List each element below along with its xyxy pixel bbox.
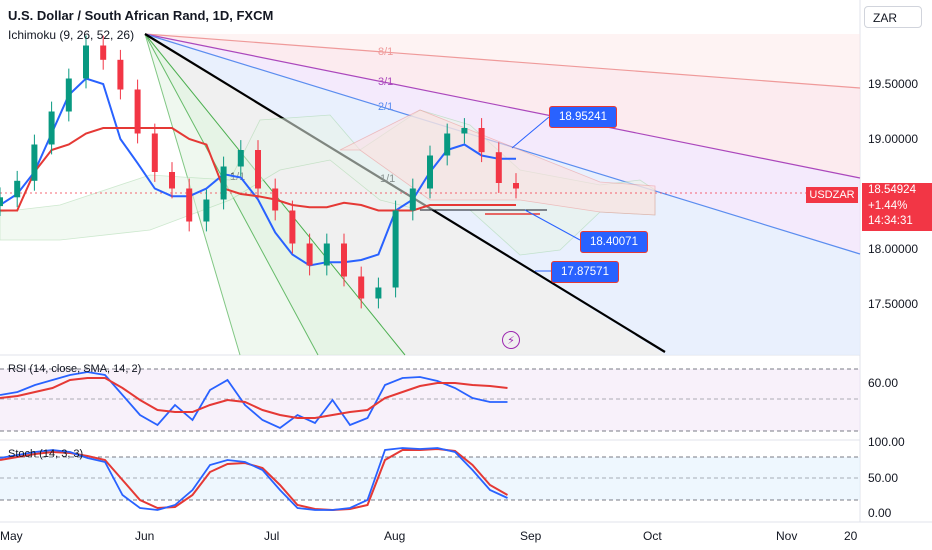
- candle-body: [392, 210, 399, 288]
- candle-body: [478, 128, 485, 153]
- candle-body: [100, 45, 107, 60]
- candle-body: [186, 188, 193, 222]
- stoch-axis-tick: 0.00: [868, 506, 892, 520]
- fan-label: 2/1: [378, 101, 393, 113]
- price-axis-tick: 17.50000: [868, 297, 918, 311]
- candle-body: [117, 59, 124, 90]
- candle-body: [134, 89, 141, 134]
- candle-body: [427, 155, 433, 189]
- rsi-line: [0, 371, 508, 430]
- rsi-label[interactable]: RSI (14, close, SMA, 14, 2): [8, 363, 142, 375]
- rsi-band: [0, 369, 860, 431]
- candle-body: [495, 152, 502, 183]
- candle-body: [31, 144, 38, 181]
- time-axis-tick: Oct: [643, 529, 662, 543]
- candles: [0, 35, 519, 309]
- symbol-tag: USDZAR: [806, 187, 858, 203]
- candle-body: [444, 133, 451, 156]
- time-axis-tick: Jun: [135, 529, 154, 543]
- candle-body: [375, 287, 382, 299]
- price-callout-lower[interactable]: 17.87571: [551, 261, 619, 283]
- price-callout-middle[interactable]: 18.40071: [580, 231, 648, 253]
- price-change: +1.44%: [868, 199, 908, 212]
- candle-body: [289, 210, 296, 244]
- fan-label: 8/1: [378, 46, 393, 58]
- last-price: 18.54924: [868, 184, 916, 196]
- candle-body: [83, 45, 89, 79]
- rsi-sma-line: [0, 377, 508, 419]
- price-axis-tick: 19.50000: [868, 77, 918, 91]
- time-axis-tick: Aug: [384, 529, 405, 543]
- rsi-axis-tick: 60.00: [868, 376, 898, 390]
- indicator-label[interactable]: Ichimoku (9, 26, 52, 26): [8, 28, 135, 42]
- price-callout-upper[interactable]: 18.95241: [549, 106, 617, 128]
- bar-countdown: 14:34:31: [868, 215, 913, 227]
- chart-title: U.S. Dollar / South African Rand, 1D, FX…: [8, 8, 274, 23]
- currency-selector[interactable]: ZAR: [864, 6, 922, 28]
- time-axis-tick: Sep: [520, 529, 542, 543]
- candle-body: [237, 150, 244, 167]
- candle-body: [65, 78, 72, 112]
- candle-body: [203, 199, 210, 222]
- time-axis-tick: May: [0, 529, 23, 543]
- candle-body: [255, 150, 261, 189]
- fan-8-1-line: [144, 33, 861, 89]
- last-price-box: 18.54924 +1.44% 14:34:31: [862, 183, 932, 231]
- candle-body: [341, 243, 347, 277]
- time-axis-tick: Jul: [264, 529, 279, 543]
- candle-body: [461, 128, 468, 134]
- stoch-axis-tick: 50.00: [868, 471, 898, 485]
- lightning-icon[interactable]: ⚡: [502, 331, 520, 349]
- price-axis-tick: 18.00000: [868, 242, 918, 256]
- time-axis-tick: 20: [844, 529, 858, 543]
- fan-3-1-line: [144, 33, 861, 179]
- callout-connector: [524, 209, 581, 241]
- candle-body: [272, 188, 279, 211]
- stoch-axis-tick: 100.00: [868, 435, 905, 449]
- stoch-k-line: [0, 447, 508, 511]
- candle-body: [358, 276, 365, 299]
- price-axis-tick: 19.00000: [868, 132, 918, 146]
- fan-label: 3/1: [378, 76, 393, 88]
- candle-body: [48, 111, 55, 145]
- time-axis-tick: Nov: [776, 529, 797, 543]
- candle-body: [14, 180, 21, 198]
- candle-body: [0, 197, 3, 207]
- candle-body: [306, 243, 313, 266]
- candle-body: [513, 183, 519, 189]
- candle-body: [409, 188, 416, 211]
- candle-body: [220, 166, 227, 200]
- candle-body: [169, 172, 175, 189]
- stoch-label[interactable]: Stoch (14, 3, 3): [8, 448, 84, 460]
- callout-connector: [511, 116, 550, 149]
- candle-body: [151, 133, 158, 172]
- candle-body: [323, 243, 330, 266]
